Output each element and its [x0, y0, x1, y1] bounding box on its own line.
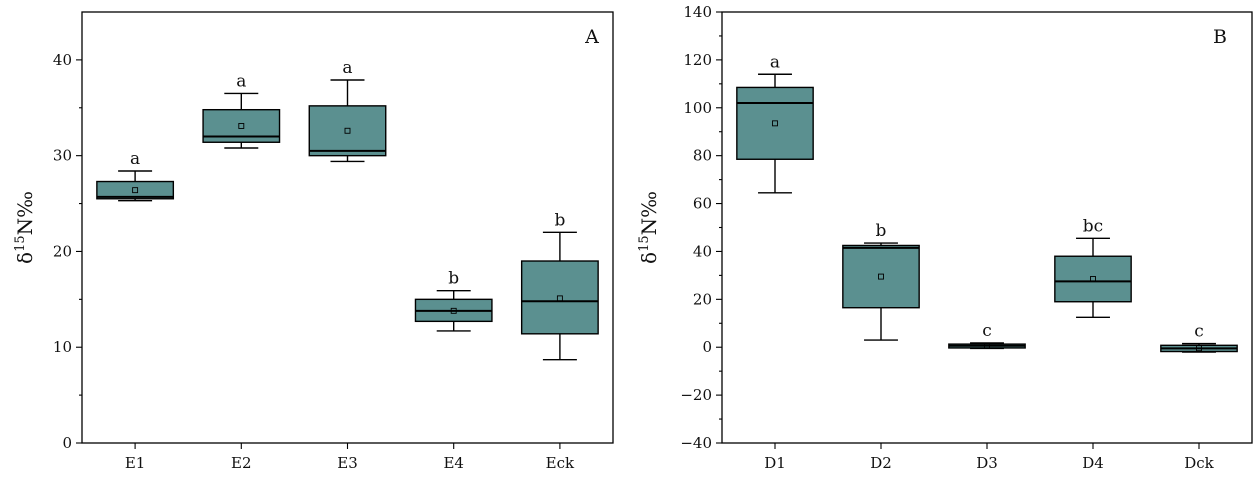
y-tick-label: −40: [680, 434, 712, 452]
y-tick-label: 0: [702, 338, 712, 356]
x-tick-label: D1: [764, 454, 786, 472]
x-tick-label: Eck: [546, 454, 575, 472]
x-tick-label: E3: [337, 454, 358, 472]
mean-marker: [132, 187, 139, 194]
panel-label: B: [1213, 26, 1227, 48]
y-tick-label: 40: [53, 51, 72, 69]
box-dck: c: [1160, 322, 1238, 353]
iqr-box: [1054, 255, 1132, 303]
x-tick-label: E4: [443, 454, 464, 472]
mean-marker: [984, 343, 990, 349]
box-d1: a: [736, 52, 814, 194]
significance-letter: a: [236, 71, 246, 91]
mean-marker: [238, 123, 245, 129]
x-tick-label: E2: [231, 454, 252, 472]
significance-letter: a: [342, 58, 352, 78]
x-tick-label: Dck: [1184, 454, 1214, 472]
y-tick-label: −20: [680, 386, 712, 404]
significance-letter: c: [1194, 322, 1204, 342]
plot-frame: [721, 11, 1253, 444]
y-tick-label: 40: [693, 242, 712, 260]
panel-label: A: [584, 26, 599, 48]
x-tick-label: D2: [870, 454, 892, 472]
y-axis-title: δ15N‰: [637, 191, 661, 264]
significance-letter: a: [130, 149, 140, 169]
y-tick-label: 30: [53, 147, 72, 165]
y-axis-title: δ15N‰: [13, 191, 37, 264]
mean-marker: [344, 127, 351, 134]
box-eck: b: [520, 210, 599, 361]
box-d4: bc: [1054, 216, 1132, 318]
y-axis-title-superscript: 15: [13, 235, 28, 252]
y-axis-title-prefix: δ: [13, 252, 37, 264]
mean-marker: [878, 273, 884, 280]
box-d2: b: [842, 221, 920, 341]
y-tick-label: 20: [693, 290, 712, 308]
y-axis-title-suffix: N‰: [637, 191, 661, 235]
iqr-box: [842, 244, 920, 309]
box-e2: a: [202, 71, 281, 149]
y-tick-label: 140: [683, 3, 712, 21]
x-tick-label: E1: [125, 454, 146, 472]
iqr-box: [96, 180, 175, 200]
box-e1: a: [96, 149, 175, 202]
y-tick-label: 100: [683, 99, 712, 117]
x-tick-label: D4: [1082, 454, 1104, 472]
mean-marker: [450, 307, 457, 314]
iqr-box: [520, 260, 599, 335]
y-tick-label: 10: [53, 338, 72, 356]
significance-letter: a: [770, 52, 780, 72]
y-axis-title-suffix: N‰: [13, 191, 37, 235]
y-tick-label: 60: [693, 195, 712, 213]
iqr-box: [308, 105, 387, 157]
mean-marker: [1090, 276, 1096, 282]
significance-letter: b: [448, 269, 459, 289]
y-tick-label: 0: [62, 434, 72, 452]
y-axis-title-superscript: 15: [637, 235, 652, 252]
significance-letter: b: [554, 210, 565, 230]
y-tick-label: 80: [693, 147, 712, 165]
box-d3: c: [948, 321, 1026, 350]
box-e3: a: [308, 58, 387, 163]
significance-letter: bc: [1083, 216, 1103, 236]
y-axis-title-prefix: δ: [637, 252, 661, 264]
y-tick-label: 120: [683, 51, 712, 69]
mean-marker: [772, 120, 778, 127]
iqr-box: [736, 86, 814, 160]
significance-letter: c: [982, 321, 992, 341]
significance-letter: b: [876, 221, 887, 241]
y-tick-label: 20: [53, 242, 72, 260]
box-e4: b: [414, 269, 493, 332]
mean-marker: [556, 295, 563, 302]
x-tick-label: D3: [976, 454, 998, 472]
mean-marker: [1196, 345, 1202, 352]
